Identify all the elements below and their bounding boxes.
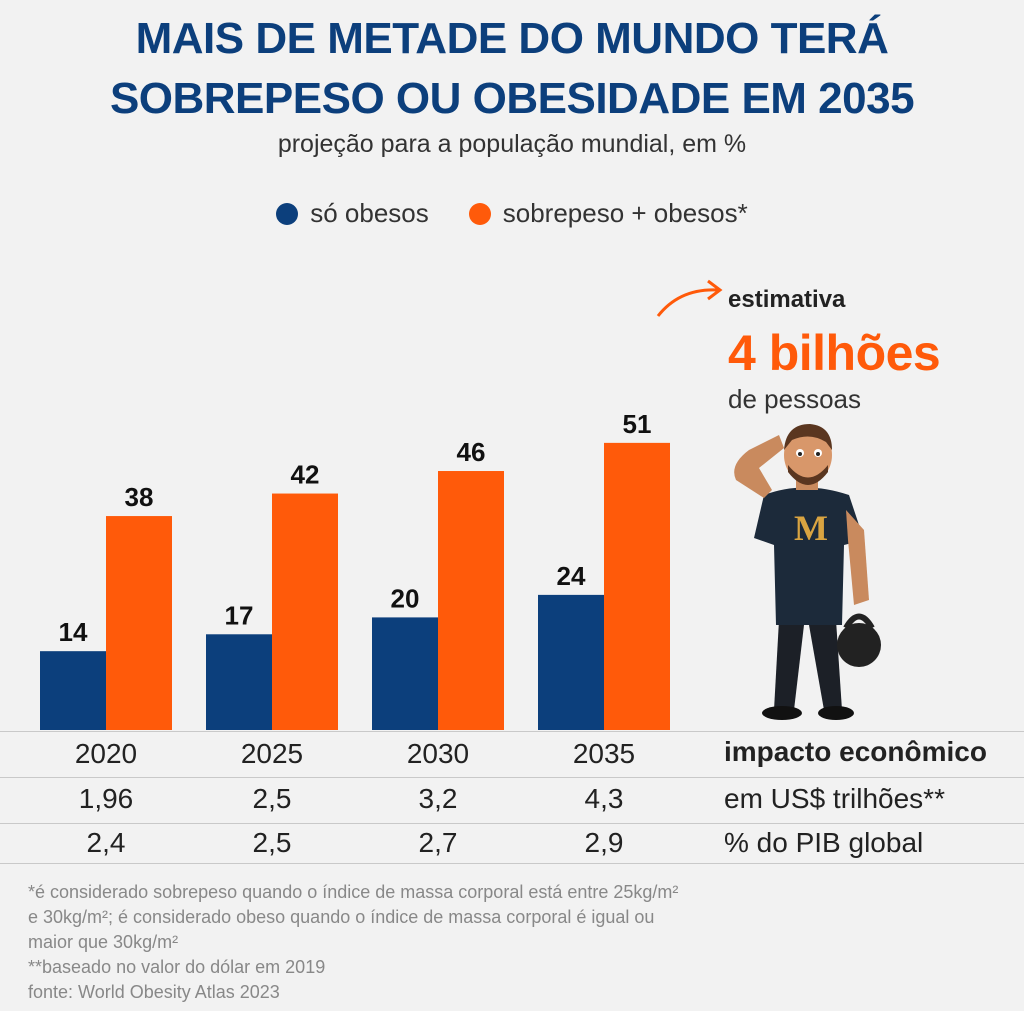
data-label-obese-2025: 17 xyxy=(225,600,254,630)
legend-label-obese: só obesos xyxy=(310,198,429,228)
chart-title-line-1: MAIS DE METADE DO MUNDO TERÁ xyxy=(135,14,889,63)
data-label-obese-2035: 24 xyxy=(557,561,586,591)
callout-unit: de pessoas xyxy=(728,384,861,414)
footnote-line: e 30kg/m²; é considerado obeso quando o … xyxy=(28,907,655,927)
data-label-overweight-2035: 51 xyxy=(623,409,652,439)
table-divider xyxy=(0,823,1024,824)
callout-label: estimativa xyxy=(728,286,846,313)
legend: só obesos sobrepeso + obesos* xyxy=(0,198,1024,229)
table-cell: 1,96 xyxy=(78,783,134,814)
data-label-overweight-2025: 42 xyxy=(291,460,320,490)
bar-obese-2030 xyxy=(372,617,438,730)
table-cell: 2,5 xyxy=(252,783,292,814)
table-header-label: impacto econômico xyxy=(724,736,987,767)
legend-swatch-overweight xyxy=(468,202,491,225)
bar-obese-2025 xyxy=(206,634,272,730)
bar-overweight-2025 xyxy=(272,493,338,730)
legend-swatch-obese xyxy=(276,202,299,225)
bar-chart: 14 38 17 42 20 46 24 51 xyxy=(40,409,670,730)
table-cell: 2,7 xyxy=(418,827,458,858)
footnote-line: *é considerado sobrepeso quando o índice… xyxy=(28,882,679,902)
legend-item-overweight: sobrepeso + obesos* xyxy=(468,198,748,229)
chart-title-line-2: SOBREPESO OU OBESIDADE EM 2035 xyxy=(109,74,915,123)
table-divider xyxy=(0,731,1024,732)
x-axis-tick-2035: 2035 xyxy=(572,738,636,769)
table-cell: 3,2 xyxy=(418,783,458,814)
x-axis-tick-2020: 2020 xyxy=(74,738,138,769)
table-cell: 2,5 xyxy=(252,827,292,858)
footnote-line: **baseado no valor do dólar em 2019 xyxy=(28,957,326,977)
data-label-obese-2020: 14 xyxy=(59,617,88,647)
data-label-overweight-2030: 46 xyxy=(457,437,486,467)
table-row-label-gdp: % do PIB global xyxy=(724,827,924,858)
worried-man-illustration: M xyxy=(734,424,881,720)
data-label-overweight-2020: 38 xyxy=(125,482,154,512)
x-axis-tick-2030: 2030 xyxy=(406,738,470,769)
footnotes: *é considerado sobrepeso quando o índice… xyxy=(28,880,828,1005)
table-divider xyxy=(0,777,1024,778)
x-axis-tick-2025: 2025 xyxy=(240,738,304,769)
callout-value: 4 bilhões xyxy=(728,325,941,381)
bars-group: 14 38 17 42 20 46 24 51 xyxy=(40,409,670,730)
table-cell: 4,3 xyxy=(584,783,624,814)
svg-text:M: M xyxy=(794,508,828,548)
bar-overweight-2030 xyxy=(438,471,504,730)
table-cell: 2,4 xyxy=(86,827,126,858)
table-row-label-usd: em US$ trilhões** xyxy=(724,783,945,814)
footnote-line: maior que 30kg/m² xyxy=(28,932,179,952)
legend-label-overweight: sobrepeso + obesos* xyxy=(502,198,748,228)
table-divider xyxy=(0,863,1024,864)
bar-overweight-2035 xyxy=(604,442,670,730)
legend-item-obese: só obesos xyxy=(276,198,429,229)
arrow-icon xyxy=(656,279,723,317)
bar-obese-2035 xyxy=(538,594,604,730)
chart-subtitle: projeção para a população mundial, em % xyxy=(277,130,747,158)
data-label-obese-2030: 20 xyxy=(391,583,420,613)
source-note: fonte: World Obesity Atlas 2023 xyxy=(28,982,280,1002)
bar-obese-2020 xyxy=(40,651,106,730)
table-cell: 2,9 xyxy=(584,827,624,858)
bar-overweight-2020 xyxy=(106,516,172,730)
